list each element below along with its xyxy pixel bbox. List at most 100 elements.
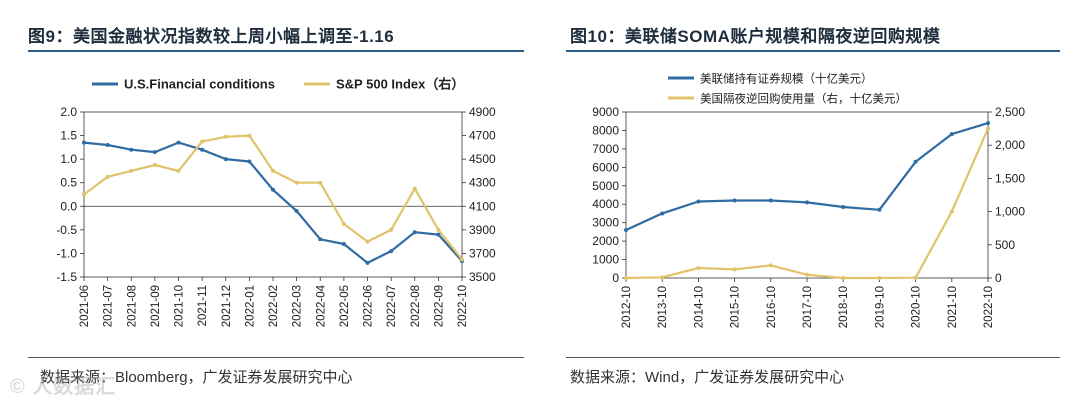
x-tick-label: 2022-05 bbox=[339, 285, 351, 327]
series-0-point bbox=[805, 200, 809, 205]
x-tick-label: 2012-10 bbox=[621, 286, 633, 328]
series-1-point bbox=[341, 221, 346, 226]
y-right-tick-label: 4100 bbox=[469, 199, 496, 213]
x-tick-label: 2021-12 bbox=[221, 285, 233, 327]
chart-title-right: 图10：美联储SOMA账户规模和隔夜逆回购规模 bbox=[570, 27, 941, 46]
x-tick-label: 2020-10 bbox=[911, 286, 923, 328]
x-tick-label: 2021-10 bbox=[947, 286, 959, 328]
series-0-point bbox=[913, 159, 918, 164]
series-0-point bbox=[271, 187, 275, 192]
y-right-tick-label: 4500 bbox=[469, 152, 496, 166]
series-0-point bbox=[318, 237, 323, 242]
series-1-point bbox=[949, 209, 954, 214]
series-1-point bbox=[294, 180, 299, 185]
y-left-tick-label: 4000 bbox=[592, 197, 619, 211]
series-0-point bbox=[696, 199, 701, 204]
series-1-point bbox=[624, 276, 628, 280]
y-left-tick-label: 3000 bbox=[592, 216, 619, 230]
series-1-point bbox=[271, 168, 275, 173]
y-right-tick-label: 1,000 bbox=[995, 205, 1025, 219]
series-1-point bbox=[129, 168, 134, 173]
series-1-point bbox=[365, 239, 370, 244]
x-tick-label: 2021-11 bbox=[197, 285, 209, 326]
x-tick-label: 2015-10 bbox=[730, 286, 742, 328]
series-1-point bbox=[768, 263, 773, 268]
series-0-point bbox=[768, 198, 773, 203]
series-0-point bbox=[129, 147, 134, 152]
series-1-point bbox=[805, 272, 809, 277]
plot-frame bbox=[625, 111, 989, 279]
series-0-point bbox=[365, 260, 370, 265]
series-1-point bbox=[247, 133, 252, 138]
legend-label-1: S&P 500 Index（右） bbox=[336, 77, 464, 92]
y-left-tick-label: 7000 bbox=[592, 142, 619, 156]
series-1-point bbox=[152, 163, 157, 168]
legend-label-1: 美国隔夜逆回购使用量（右，十亿美元） bbox=[700, 92, 907, 106]
series-0-point bbox=[412, 230, 417, 235]
x-tick-label: 2018-10 bbox=[838, 286, 850, 328]
y-left-tick-label: 1.0 bbox=[60, 152, 77, 166]
series-1-point bbox=[82, 192, 86, 197]
series-0-point bbox=[200, 147, 205, 152]
legend-label-0: 美联储持有证券规模（十亿美元） bbox=[700, 72, 873, 86]
footer-divider-left bbox=[28, 357, 524, 358]
series-1-point bbox=[436, 227, 441, 232]
source-note-right: 数据来源：Wind，广发证券发展研究中心 bbox=[570, 369, 845, 386]
series-1-point bbox=[986, 126, 990, 131]
series-1-point bbox=[389, 227, 394, 232]
series-1-point bbox=[460, 257, 464, 262]
series-1-point bbox=[412, 186, 417, 191]
x-tick-label: 2022-08 bbox=[410, 285, 422, 327]
y-left-tick-label: 6000 bbox=[592, 160, 619, 174]
x-tick-label: 2022-02 bbox=[268, 285, 280, 327]
title-divider-right bbox=[566, 50, 1060, 52]
y-right-tick-label: 4700 bbox=[469, 129, 496, 143]
series-0-point bbox=[294, 209, 299, 213]
series-0-point bbox=[82, 140, 86, 145]
y-left-tick-label: 0.0 bbox=[60, 199, 77, 213]
y-right-tick-label: 3700 bbox=[469, 246, 496, 260]
x-tick-label: 2022-04 bbox=[315, 284, 327, 327]
series-0-point bbox=[624, 228, 628, 233]
series-1-point bbox=[660, 275, 665, 280]
footer-divider-right bbox=[566, 357, 1060, 358]
x-tick-label: 2017-10 bbox=[802, 286, 814, 328]
x-tick-label: 2021-09 bbox=[150, 285, 162, 327]
series-1-point bbox=[841, 276, 846, 280]
chart-soma-rrp: 90008000700060005000400030002000100002,5… bbox=[592, 72, 1025, 329]
series-0-point bbox=[660, 211, 665, 216]
y-right-tick-label: 2,500 bbox=[995, 105, 1025, 119]
panel-financial-conditions: 图9：美国金融状况指数较上周小幅上调至-1.16 2.0 1.5 1.0 0.5 0.0… bbox=[28, 27, 524, 386]
series-0-point bbox=[436, 232, 441, 237]
series-0-point bbox=[877, 207, 882, 212]
source-note-left: 数据来源：Bloomberg，广发证券发展研究中心 bbox=[40, 369, 353, 386]
series-0-point bbox=[105, 143, 110, 147]
x-tick-label: 2019-10 bbox=[874, 286, 886, 328]
series-1-point bbox=[200, 139, 205, 144]
x-tick-label: 2014-10 bbox=[693, 286, 705, 328]
series-1-point bbox=[696, 266, 701, 271]
x-tick-label: 2022-07 bbox=[386, 285, 398, 327]
series-0-point bbox=[949, 132, 954, 137]
series-1-point bbox=[877, 276, 882, 280]
y-right-tick-label: 4300 bbox=[469, 176, 496, 190]
x-tick-label: 2022-10 bbox=[983, 286, 995, 328]
series-0-point bbox=[841, 204, 846, 209]
series-0-point bbox=[223, 157, 228, 162]
title-divider-left bbox=[28, 50, 524, 52]
y-right-tick-label: 500 bbox=[995, 238, 1015, 252]
y-left-tick-label: 8000 bbox=[592, 123, 619, 137]
series-1-point bbox=[176, 168, 181, 173]
y-left-tick-label: 5000 bbox=[592, 179, 619, 193]
series-1-point bbox=[105, 174, 110, 179]
legend-label-0: U.S.Financial conditions bbox=[124, 77, 275, 92]
y-left-tick-label: 2.0 bbox=[60, 105, 77, 119]
chart-title-left: 图9：美国金融状况指数较上周小幅上调至-1.16 bbox=[28, 27, 395, 46]
y-right-tick-label: 3900 bbox=[469, 223, 496, 237]
x-tick-label: 2022-01 bbox=[244, 285, 256, 327]
y-left-tick-label: 2000 bbox=[592, 234, 619, 248]
x-tick-label: 2022-10 bbox=[457, 285, 469, 327]
y-left-tick-label: 0 bbox=[612, 271, 619, 285]
series-0-point bbox=[389, 249, 394, 254]
y-left-tick-label: 0.5 bbox=[60, 176, 77, 190]
